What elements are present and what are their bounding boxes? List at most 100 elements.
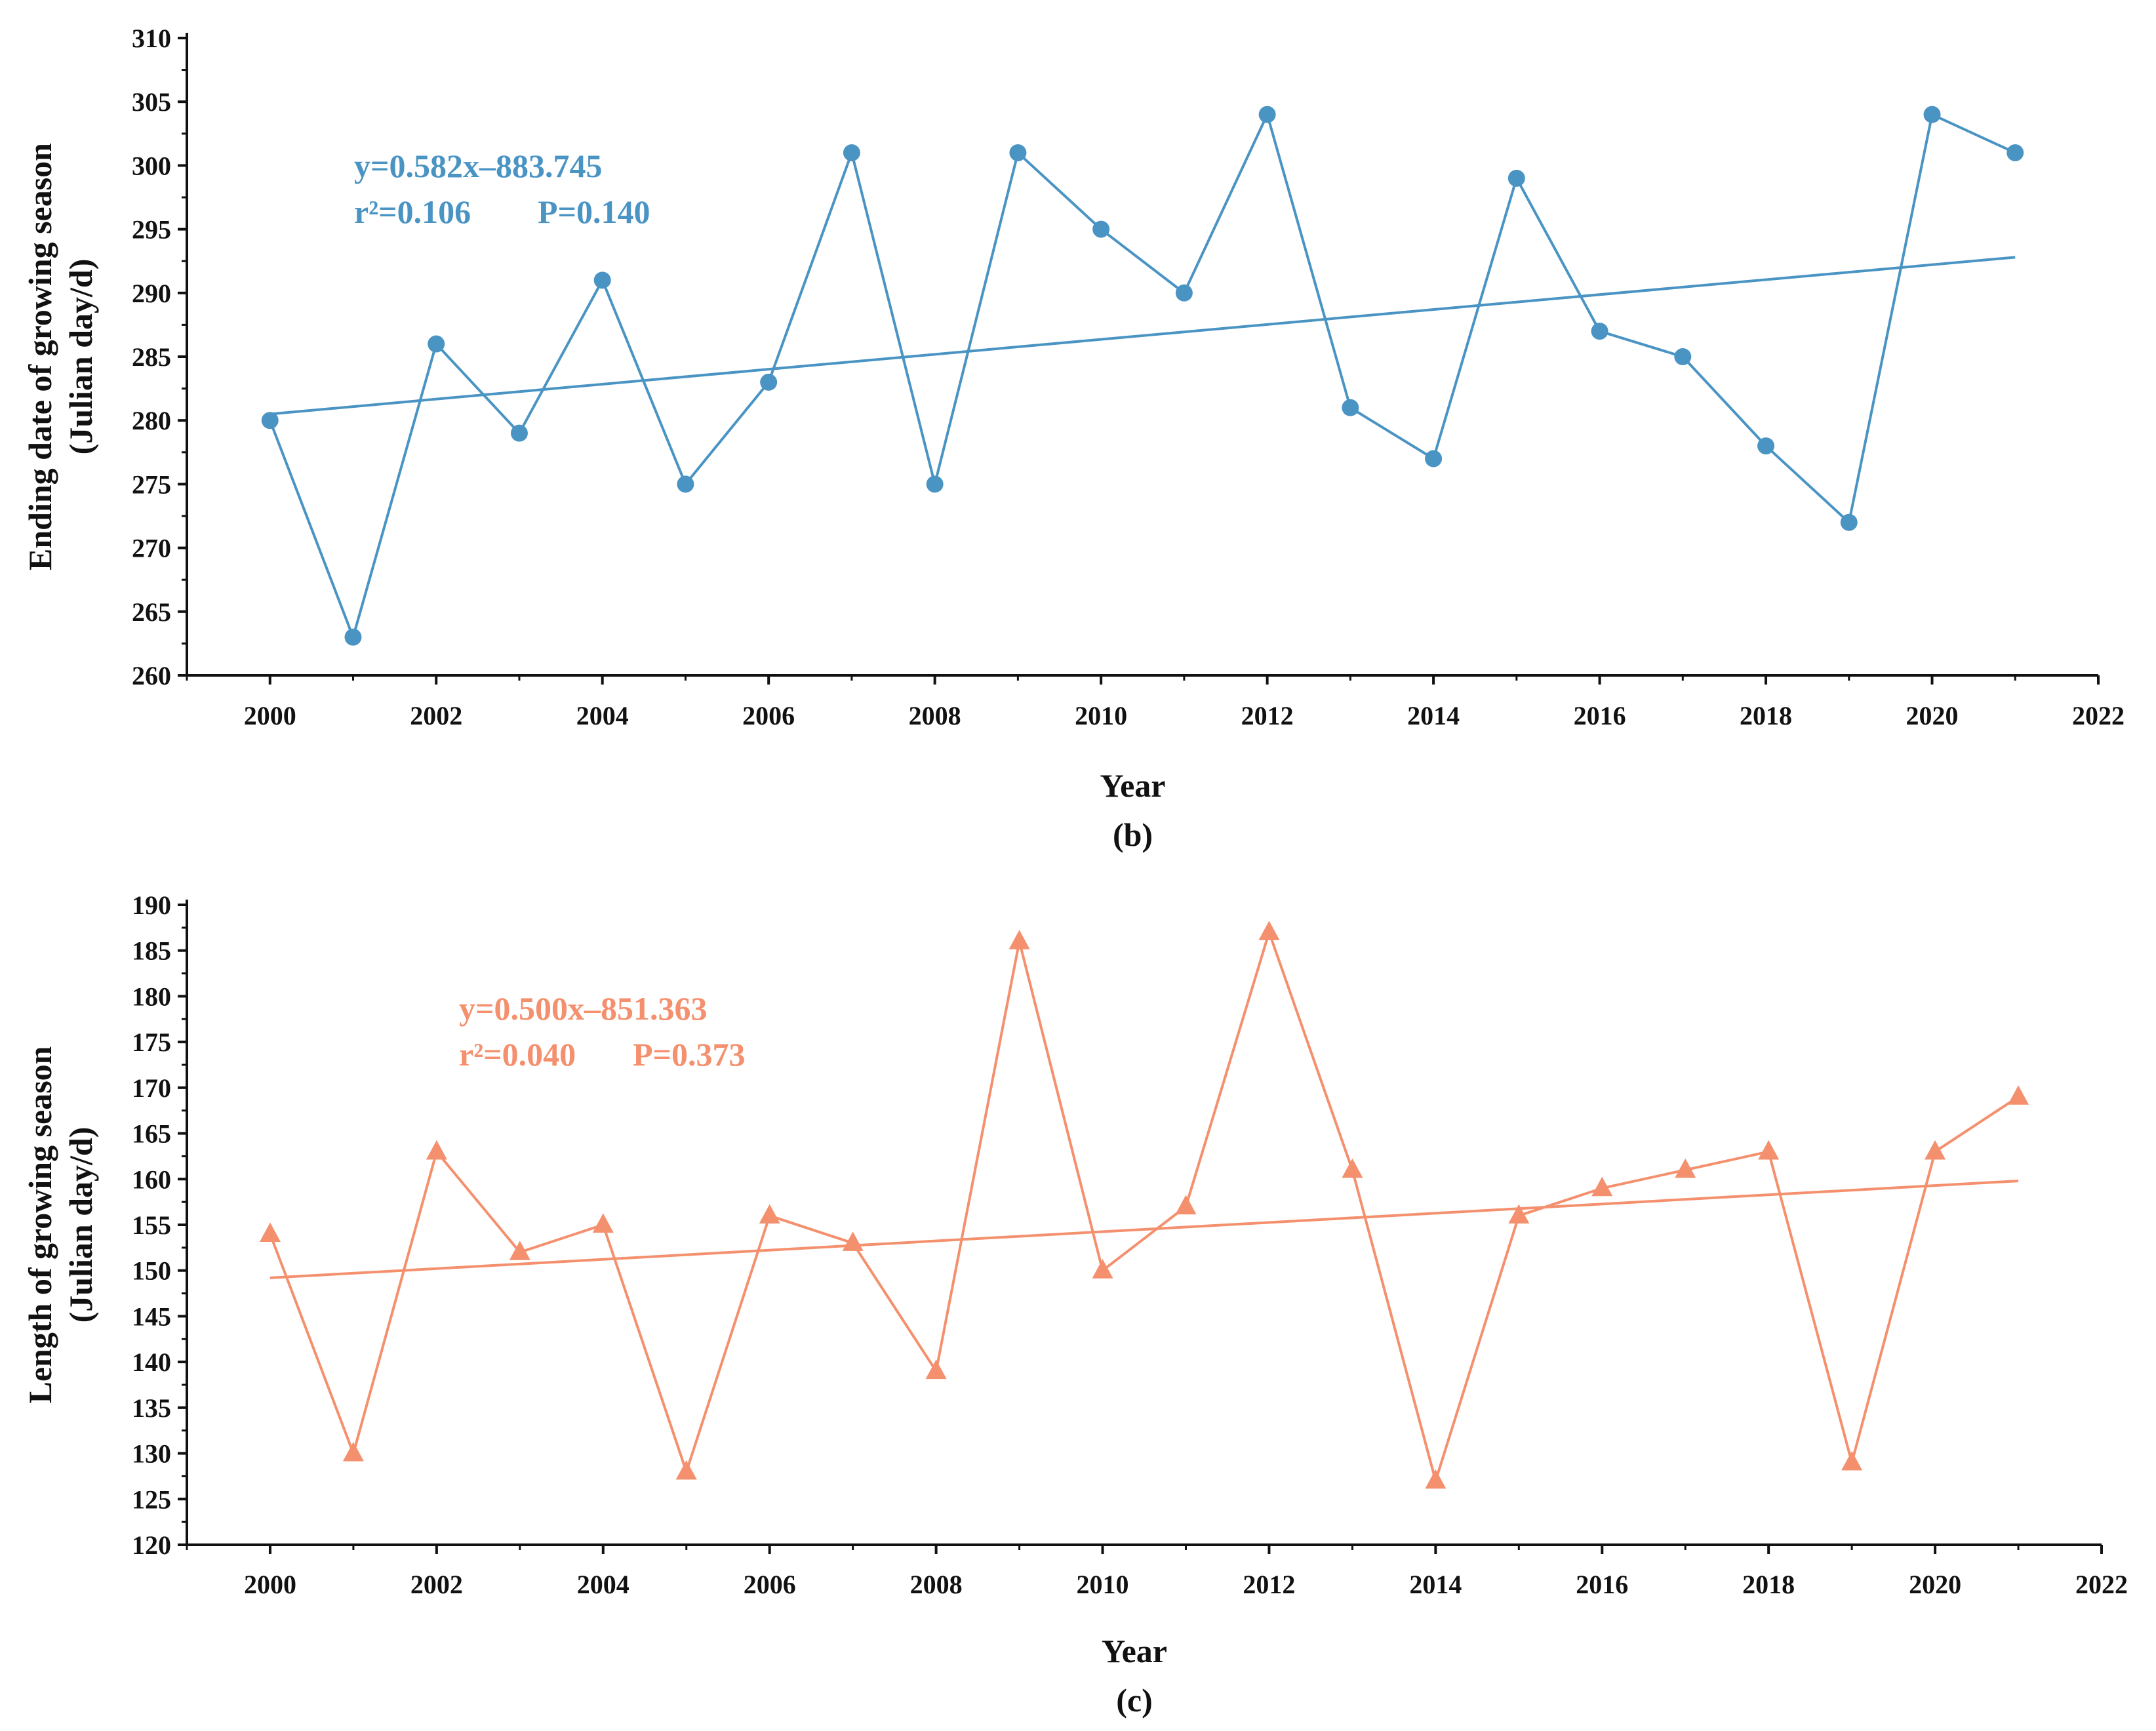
data-point <box>342 1441 364 1462</box>
x-tick-label: 2008 <box>910 1570 963 1599</box>
data-point <box>1841 1450 1863 1471</box>
y-tick-label: 170 <box>132 1073 171 1103</box>
series-line <box>268 113 2016 639</box>
data-point <box>1508 1204 1530 1224</box>
x-tick-label: 2016 <box>1576 1570 1628 1599</box>
data-point <box>1507 169 1525 187</box>
y-tick-label: 285 <box>132 342 171 372</box>
y-axis-unit: (Julian day/d) <box>62 1127 99 1323</box>
x-tick-label: 2010 <box>1075 701 1127 730</box>
y-tick-label: 120 <box>132 1530 171 1560</box>
x-tick-label: 2010 <box>1077 1570 1129 1599</box>
y-tick-label: 185 <box>132 936 171 966</box>
data-point <box>2008 1085 2029 1105</box>
chart-panel-c: 120 125 130 135 140 145 150 155 160 165 170 175 180 1… <box>22 890 2128 1719</box>
x-tick-label: 2020 <box>1909 1570 1961 1599</box>
panel-label: (b) <box>1113 816 1153 853</box>
x-tick-label: 2004 <box>577 1570 629 1599</box>
data-point <box>1425 1469 1447 1489</box>
y-tick-label: 130 <box>132 1439 171 1469</box>
data-point <box>1425 450 1443 468</box>
y-tick-label: 125 <box>132 1484 171 1514</box>
y-tick-label: 310 <box>132 24 171 53</box>
x-tick-label: 2006 <box>742 701 795 730</box>
x-tick-label: 2012 <box>1241 701 1294 730</box>
x-tick-label: 2018 <box>1742 1570 1795 1599</box>
x-tick-label: 2022 <box>2072 701 2125 730</box>
data-point <box>760 373 778 391</box>
data-point <box>261 412 279 429</box>
x-axis-title: Year <box>1102 1633 1167 1669</box>
data-point <box>1258 106 1276 123</box>
data-point <box>426 1140 447 1160</box>
data-point <box>1092 220 1110 238</box>
y-tick-label: 180 <box>132 982 171 1011</box>
y-tick-label: 275 <box>132 469 171 499</box>
data-point <box>1840 513 1858 531</box>
data-point <box>1009 144 1027 161</box>
data-point <box>1758 1140 1780 1160</box>
y-tick-label: 295 <box>132 215 171 245</box>
y-tick-label: 155 <box>132 1210 171 1240</box>
data-point <box>925 1359 947 1380</box>
x-tick-label: 2014 <box>1407 701 1460 730</box>
data-point <box>1591 323 1608 340</box>
data-point <box>1092 1259 1113 1279</box>
p-value: P=0.140 <box>538 193 650 230</box>
x-tick-label: 2000 <box>244 701 296 730</box>
panel-label: (c) <box>1116 1682 1153 1719</box>
y-axis-unit: (Julian day/d) <box>62 259 99 455</box>
data-point <box>1175 284 1193 302</box>
data-point <box>1923 106 1941 123</box>
data-point <box>1591 1176 1613 1197</box>
data-point <box>2006 144 2024 161</box>
data-point <box>509 1241 530 1260</box>
y-axis-title: Length of growing season <box>22 1046 58 1403</box>
data-point <box>842 1231 864 1251</box>
y-tick-label: 150 <box>132 1256 171 1286</box>
y-tick-label: 305 <box>132 87 171 117</box>
data-point <box>926 475 944 493</box>
x-tick-label: 2020 <box>1906 701 1959 730</box>
x-tick-label: 2016 <box>1574 701 1626 730</box>
x-tick-label: 2004 <box>576 701 629 730</box>
data-point <box>843 144 860 161</box>
r-squared: r²=0.106 <box>354 193 471 230</box>
data-point <box>1342 1158 1363 1178</box>
data-point <box>677 475 694 493</box>
data-point <box>1674 348 1692 365</box>
y-axis-title: Ending date of growing season <box>22 143 58 570</box>
chart-panel-b: 260 265 270 275 280 285 290 295 300 305 310 2000 200… <box>22 24 2125 853</box>
y-tick-label: 265 <box>132 597 171 627</box>
x-tick-label: 2000 <box>244 1570 296 1599</box>
data-point <box>1925 1140 1946 1160</box>
regression-equation: y=0.500x–851.363 <box>459 990 708 1027</box>
y-tick-label: 135 <box>132 1393 171 1423</box>
data-point <box>675 1460 697 1480</box>
x-tick-label: 2002 <box>410 701 462 730</box>
x-tick-label: 2018 <box>1740 701 1792 730</box>
data-point <box>428 335 445 353</box>
x-tick-label: 2014 <box>1409 1570 1462 1599</box>
data-point <box>593 271 611 289</box>
data-point <box>259 1222 281 1242</box>
x-tick-label: 2002 <box>410 1570 463 1599</box>
x-axis-title: Year <box>1100 767 1166 804</box>
data-point <box>1175 1195 1197 1215</box>
y-tick-label: 260 <box>132 661 171 690</box>
trend-line <box>270 1180 2019 1279</box>
y-tick-label: 290 <box>132 279 171 308</box>
data-point <box>1008 930 1030 949</box>
y-tick-label: 140 <box>132 1347 171 1377</box>
trend-line <box>270 256 2016 416</box>
y-tick-label: 160 <box>132 1164 171 1194</box>
data-point <box>1757 437 1775 455</box>
y-tick-label: 300 <box>132 151 171 180</box>
regression-equation: y=0.582x–883.745 <box>354 148 603 184</box>
data-point <box>592 1213 614 1233</box>
x-tick-label: 2008 <box>909 701 961 730</box>
x-tick-label: 2022 <box>2075 1570 2128 1599</box>
data-point <box>510 424 528 442</box>
data-point <box>1258 921 1280 940</box>
